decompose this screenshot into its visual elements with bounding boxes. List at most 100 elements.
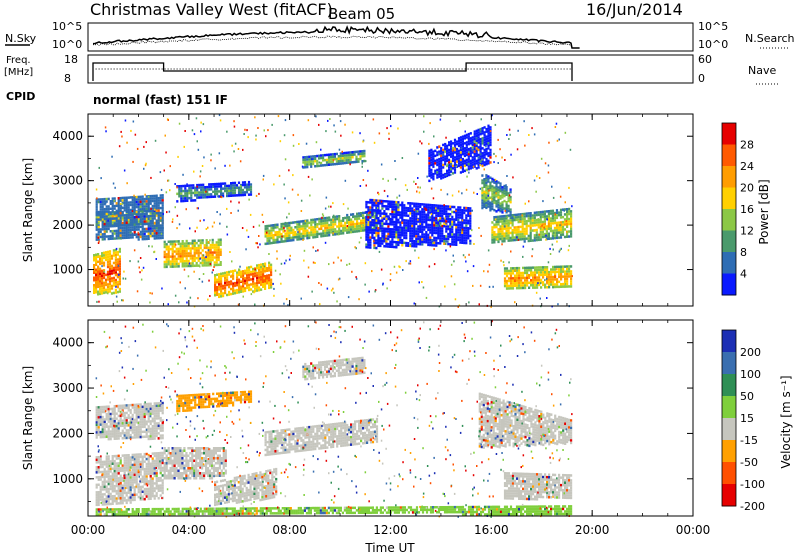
- scatter-cell: [382, 177, 384, 180]
- range-gate-cell: [308, 234, 311, 237]
- range-gate-cell: [399, 211, 402, 214]
- range-gate-cell: [555, 211, 559, 215]
- range-gate-cell: [312, 162, 315, 166]
- range-gate-cell: [280, 232, 283, 236]
- range-gate-cell: [240, 275, 243, 278]
- range-gate-cell: [117, 404, 120, 408]
- range-gate-cell: [137, 213, 140, 216]
- range-gate-cell: [519, 218, 522, 221]
- range-gate-cell: [534, 276, 537, 279]
- range-gate-cell: [101, 208, 104, 211]
- range-gate-cell: [483, 205, 486, 208]
- range-gate-cell: [451, 215, 454, 219]
- range-gate-cell: [436, 146, 439, 149]
- range-gate-cell: [438, 170, 441, 173]
- range-gate-cell: [547, 225, 550, 228]
- range-gate-cell: [215, 256, 218, 259]
- range-gate-cell: [314, 165, 317, 168]
- range-gate-cell: [563, 228, 567, 231]
- range-gate-cell: [220, 187, 223, 190]
- range-gate-cell: [226, 192, 229, 195]
- range-gate-cell: [477, 131, 480, 134]
- range-gate-cell: [135, 228, 138, 231]
- range-gate-cell: [485, 147, 488, 151]
- range-gate-cell: [95, 258, 98, 261]
- range-gate-cell: [163, 243, 166, 246]
- scatter-cell: [247, 235, 250, 238]
- range-gate-cell: [224, 284, 227, 287]
- range-gate-cell: [296, 238, 299, 241]
- scatter-cell: [96, 197, 98, 200]
- range-gate-cell: [268, 286, 271, 290]
- range-gate-cell: [556, 285, 559, 289]
- range-gate-cell: [546, 271, 549, 274]
- range-gate-cell: [517, 225, 520, 229]
- range-gate-cell: [493, 231, 496, 234]
- range-gate-cell: [505, 186, 508, 189]
- scatter-cell: [528, 200, 530, 203]
- range-gate-cell: [503, 239, 506, 243]
- range-gate-cell: [104, 253, 108, 257]
- range-gate-cell: [112, 251, 115, 255]
- range-gate-cell: [399, 238, 402, 242]
- range-gate-cell: [350, 213, 353, 216]
- range-gate-cell: [358, 224, 361, 228]
- scatter-cell: [483, 168, 485, 171]
- range-gate-cell: [196, 196, 199, 199]
- scatter-cell: [359, 185, 362, 187]
- range-gate-cell: [143, 209, 146, 213]
- range-gate-cell: [117, 434, 120, 438]
- range-gate-cell: [505, 279, 509, 283]
- range-gate-cell: [538, 268, 541, 272]
- range-gate-cell: [178, 195, 181, 198]
- range-gate-cell: [323, 163, 327, 167]
- range-gate-cell: [106, 273, 110, 276]
- range-gate-cell: [95, 416, 98, 419]
- range-gate-cell: [383, 237, 386, 240]
- range-gate-cell: [300, 220, 303, 223]
- range-gate-cell: [453, 233, 456, 236]
- range-gate-cell: [437, 232, 440, 235]
- range-gate-cell: [491, 200, 494, 203]
- range-gate-cell: [353, 150, 356, 154]
- range-gate-cell: [440, 157, 443, 160]
- range-gate-cell: [153, 217, 156, 220]
- range-gate-cell: [232, 186, 235, 190]
- range-gate-cell: [557, 236, 561, 239]
- range-gate-cell: [95, 408, 98, 412]
- range-gate-cell: [393, 215, 396, 219]
- freq-label: Freq.: [6, 55, 31, 66]
- range-gate-cell: [349, 158, 352, 162]
- range-gate-cell: [419, 238, 422, 241]
- range-gate-cell: [463, 169, 466, 173]
- range-gate-cell: [135, 215, 138, 219]
- scatter-cell: [404, 184, 407, 187]
- range-gate-cell: [235, 184, 239, 187]
- scatter-cell: [240, 185, 242, 188]
- range-gate-cell: [431, 204, 434, 207]
- range-gate-cell: [523, 232, 526, 236]
- range-gate-cell: [513, 228, 516, 232]
- range-gate-cell: [451, 243, 454, 246]
- scatter-cell: [279, 273, 281, 276]
- range-gate-cell: [114, 261, 117, 264]
- range-gate-cell: [354, 217, 357, 221]
- scatter-cell: [468, 171, 470, 174]
- range-gate-cell: [551, 234, 554, 238]
- range-gate-cell: [185, 242, 188, 245]
- range-gate-cell: [302, 161, 305, 164]
- range-gate-cell: [489, 151, 492, 154]
- range-gate-cell: [355, 160, 358, 164]
- range-gate-cell: [383, 235, 386, 238]
- range-gate-cell: [131, 203, 134, 207]
- range-gate-cell: [116, 285, 119, 289]
- range-gate-cell: [216, 182, 219, 186]
- range-gate-cell: [459, 238, 462, 242]
- range-gate-cell: [501, 186, 504, 189]
- range-gate-cell: [298, 235, 301, 238]
- range-gate-cell: [109, 225, 112, 228]
- scatter-cell: [551, 185, 553, 188]
- range-gate-cell: [369, 228, 372, 232]
- range-gate-cell: [425, 231, 428, 234]
- scatter-cell: [96, 300, 98, 303]
